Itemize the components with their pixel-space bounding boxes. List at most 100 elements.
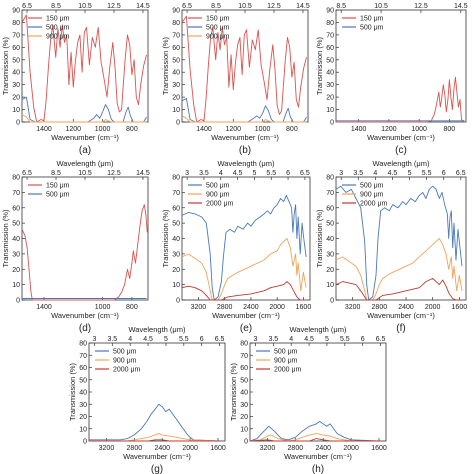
top-tick-label: 4.5	[233, 170, 243, 177]
top-tick-label: 8.5	[211, 3, 221, 10]
x-tick-label: 1600	[452, 304, 468, 311]
top-tick-label: 5	[408, 170, 412, 177]
panel-label: (d)	[79, 323, 91, 334]
top-tick-label: 5.5	[266, 170, 276, 177]
x-tick-label: 2000	[269, 304, 285, 311]
chart-panel-7: 0 10 20 30 40 50 60 70 80 3200 2800 2400 2000 1600 3 3.…	[68, 325, 226, 474]
legend-label: 500 μm	[113, 349, 137, 356]
y-tick-label: 10	[12, 282, 20, 289]
top-tick-label: 12.5	[414, 3, 428, 10]
y-tick-label: 60	[172, 205, 180, 212]
y-tick-label: 0	[16, 120, 20, 127]
top-tick-label: 5	[252, 170, 256, 177]
legend-label: 500 μm	[360, 25, 384, 32]
y-tick-label: 0	[176, 298, 180, 305]
x-axis-title: Wavenumber (cm⁻¹)	[123, 452, 191, 461]
legend-label: 500 μm	[206, 25, 230, 32]
x-tick-label: 1600	[296, 304, 312, 311]
x-tick-label: 1400	[36, 126, 52, 133]
y-tick-label: 60	[79, 365, 87, 372]
top-tick-label: 5	[325, 336, 329, 343]
legend-label: 2000 μm	[360, 201, 388, 208]
legend-label: 900 μm	[46, 34, 70, 41]
top-tick-label: 5.5	[340, 336, 350, 343]
y-tick-label: 80	[172, 175, 180, 182]
legend-label: 500 μm	[46, 192, 70, 199]
top-tick-label: 6.5	[215, 336, 225, 343]
y-tick-label: 10	[12, 107, 20, 114]
y-axis-title: Transmission (%)	[315, 36, 324, 95]
top-tick-label: 3.5	[353, 170, 363, 177]
x-tick-label: 3200	[345, 304, 361, 311]
y-tick-label: 50	[326, 221, 334, 228]
chart-panel-3: 0 10 20 30 40 50 60 70 80 90 1400 1200 1000 800 8.5 10.…	[315, 3, 468, 156]
x-tick-label: 2800	[127, 445, 143, 452]
x-axis-title: Wavenumber (cm⁻¹)	[367, 311, 435, 320]
top-tick-label: 4	[289, 336, 293, 343]
y-tick-label: 70	[79, 353, 87, 360]
y-tick-label: 0	[16, 298, 20, 305]
top-tick-label: 12.5	[267, 3, 281, 10]
legend-label: 2000 μm	[113, 367, 141, 374]
chart-panel-6: 0 10 20 30 40 50 60 70 80 3200 2800 2400 2000 1600 3 3.…	[315, 159, 467, 334]
x-axis-title: Wavenumber (cm⁻¹)	[367, 133, 435, 142]
y-tick-label: 40	[79, 390, 87, 397]
top-tick-label: 3.5	[268, 336, 278, 343]
top-tick-label: 3.5	[199, 170, 209, 177]
y-tick-label: 50	[240, 377, 248, 384]
plot-frame	[335, 9, 467, 123]
y-tick-label: 50	[326, 57, 334, 64]
top-tick-label: 10.5	[238, 3, 252, 10]
legend-label: 900 μm	[274, 358, 298, 365]
y-tick-label: 20	[172, 95, 180, 102]
y-tick-label: 0	[83, 439, 87, 446]
x-tick-label: 1400	[196, 126, 212, 133]
y-tick-label: 70	[240, 353, 248, 360]
y-tick-label: 30	[12, 82, 20, 89]
x-axis-title: Wavenumber (cm⁻¹)	[211, 133, 279, 142]
y-tick-label: 10	[326, 107, 334, 114]
y-tick-label: 60	[326, 205, 334, 212]
x-axis-title: Wavenumber (cm⁻¹)	[212, 311, 280, 320]
x-tick-label: 2800	[288, 445, 304, 452]
legend-label: 500 μm	[360, 183, 384, 190]
chart-panel-8: 0 10 20 30 40 50 60 70 80 3200 2800 2400 2000 1600 3 3.…	[229, 325, 387, 474]
panel-label: (g)	[151, 464, 163, 474]
y-tick-label: 70	[12, 32, 20, 39]
top-tick-label: 8.5	[51, 170, 61, 177]
top-tick-label: 3.5	[107, 336, 117, 343]
panel-label: (b)	[239, 145, 251, 156]
panel-label: (a)	[79, 145, 91, 156]
plot-frame	[249, 342, 387, 442]
x-tick-label: 3200	[191, 304, 207, 311]
legend-label: 500 μm	[274, 349, 298, 356]
y-tick-label: 90	[326, 8, 334, 15]
legend-label: 2000 μm	[274, 367, 302, 374]
top-tick-label: 5.5	[422, 170, 432, 177]
top-tick-label: 12.5	[107, 3, 121, 10]
panel-label: (f)	[396, 323, 405, 334]
chart-panel-5: 0 10 20 30 40 50 60 70 80 3200 2800 2400 2000 1600 3 3.…	[161, 159, 311, 334]
y-tick-label: 90	[12, 8, 20, 15]
x-tick-label: 2800	[372, 304, 388, 311]
y-tick-label: 60	[326, 45, 334, 52]
series-line	[89, 439, 218, 442]
x-tick-label: 2000	[425, 304, 441, 311]
x-tick-label: 1400	[36, 304, 52, 311]
y-tick-label: 80	[326, 175, 334, 182]
x-tick-label: 800	[126, 126, 138, 133]
x-tick-label: 800	[126, 304, 138, 311]
top-tick-label: 4.5	[143, 336, 153, 343]
y-tick-label: 10	[172, 107, 180, 114]
top-tick-label: 10.5	[78, 170, 92, 177]
top-axis-title: Wavelength (μm)	[218, 159, 275, 168]
x-tick-label: 2800	[217, 304, 233, 311]
legend-label: 2000 μm	[206, 201, 234, 208]
top-tick-label: 3	[185, 170, 189, 177]
y-tick-label: 30	[326, 251, 334, 258]
series-line	[249, 433, 379, 442]
top-axis-title: Wavelength (μm)	[290, 325, 347, 334]
y-tick-label: 50	[172, 221, 180, 228]
y-tick-label: 80	[172, 20, 180, 27]
x-tick-label: 1200	[381, 126, 397, 133]
